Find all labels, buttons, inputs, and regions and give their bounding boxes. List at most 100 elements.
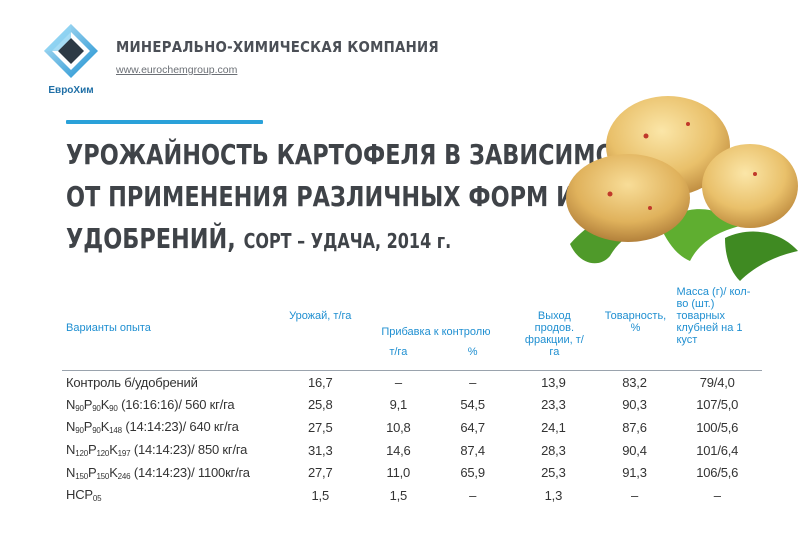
header-mass-suffix: 1 куст bbox=[676, 322, 743, 346]
table-row: НСР05 1,5 1,5 – 1,3 – – bbox=[62, 484, 762, 507]
formula-n-sub: 90 bbox=[75, 426, 84, 436]
cell-output: 25,3 bbox=[541, 465, 566, 481]
formula-k-sub: 246 bbox=[117, 471, 131, 481]
cell-output: 28,3 bbox=[541, 442, 566, 458]
company-name: МИНЕРАЛЬНО-ХИМИЧЕСКАЯ КОМПАНИЯ bbox=[116, 38, 439, 56]
accent-divider bbox=[66, 120, 263, 124]
header-increase-tha: т/га bbox=[361, 344, 436, 371]
formula-n: N bbox=[66, 396, 76, 412]
formula-n: N bbox=[66, 419, 76, 435]
cell-increase-tha: 1,5 bbox=[389, 487, 408, 503]
formula-p: P bbox=[83, 419, 93, 435]
formula-n: N bbox=[66, 442, 76, 458]
formula-n-sub: 150 bbox=[75, 471, 88, 481]
cell-output: 1,3 bbox=[544, 487, 563, 503]
formula-k: K bbox=[109, 442, 118, 458]
cell-marketability: 83,2 bbox=[622, 374, 647, 390]
cell-variant: N150P150K246 (14:14:23)/ 1100кг/га bbox=[62, 461, 279, 484]
title-line-3: УДОБРЕНИЙ, СОРТ – УДАЧА, 2014 г. bbox=[66, 218, 546, 262]
formula-rest: (14:14:23)/ 850 кг/га bbox=[130, 442, 248, 458]
header-variants: Варианты опыта bbox=[62, 286, 279, 371]
cell-mass: 100/5,6 bbox=[696, 419, 739, 435]
table-row: N150P150K246 (14:14:23)/ 1100кг/га 27,7 … bbox=[62, 461, 762, 484]
page-title: УРОЖАЙНОСТЬ КАРТОФЕЛЯ В ЗАВИСИМОСТИ ОТ П… bbox=[66, 134, 666, 262]
cell-increase-tha: 14,6 bbox=[386, 442, 411, 458]
header-increase: Прибавка к контролю bbox=[381, 326, 491, 338]
yield-table: Варианты опыта Урожай, т/га Прибавка к к… bbox=[62, 286, 762, 507]
cell-increase-tha: 9,1 bbox=[389, 397, 408, 413]
cell-yield: 31,3 bbox=[307, 442, 333, 458]
cell-variant: N120P120K197 (14:14:23)/ 850 кг/га bbox=[62, 439, 279, 462]
formula-p-sub: 120 bbox=[96, 449, 110, 459]
formula-p: P bbox=[83, 396, 93, 412]
table-row: N90P90K148 (14:14:23)/ 640 кг/га 27,5 10… bbox=[62, 416, 762, 439]
formula-k-sub: 148 bbox=[109, 426, 122, 436]
cell-increase-pct: 54,5 bbox=[460, 397, 485, 413]
formula-p-sub: 90 bbox=[92, 403, 101, 413]
cell-mass: 101/6,4 bbox=[696, 442, 739, 458]
formula-p-sub: 150 bbox=[96, 471, 110, 481]
cell-variant: Контроль б/удобрений bbox=[66, 374, 198, 390]
cell-mass: 107/5,0 bbox=[696, 397, 739, 413]
cell-marketability: 87,6 bbox=[622, 419, 647, 435]
formula-k: K bbox=[100, 396, 110, 412]
cell-marketability: 90,4 bbox=[622, 442, 647, 458]
formula-p-sub: 90 bbox=[92, 426, 101, 436]
cell-increase-pct: – bbox=[469, 487, 477, 503]
cell-increase-tha: 11,0 bbox=[386, 465, 411, 481]
cell-marketability: 91,3 bbox=[622, 465, 647, 481]
title-line-2: ОТ ПРИМЕНЕНИЯ РАЗЛИЧНЫХ ФОРМ И ДОЗ bbox=[66, 180, 638, 213]
table-row: N90P90K90 (16:16:16)/ 560 кг/га 25,8 9,1… bbox=[62, 394, 762, 417]
cell-output: 23,3 bbox=[541, 397, 566, 413]
lsd-label-sub: 05 bbox=[92, 494, 102, 504]
table-row: Контроль б/удобрений 16,7 – – 13,9 83,2 … bbox=[62, 371, 762, 394]
cell-yield: 16,7 bbox=[307, 374, 333, 390]
potato-illustration bbox=[566, 96, 798, 281]
cell-mass: – bbox=[713, 487, 721, 503]
cell-increase-pct: 87,4 bbox=[460, 442, 485, 458]
header-increase-pct: % bbox=[435, 344, 511, 371]
cell-output: 13,9 bbox=[541, 374, 566, 390]
formula-rest: (14:14:23)/ 640 кг/га bbox=[121, 419, 239, 435]
cell-marketability: – bbox=[631, 487, 639, 503]
cell-increase-pct: 65,9 bbox=[460, 465, 485, 481]
cell-mass: 79/4,0 bbox=[699, 374, 735, 390]
cell-variant: N90P90K90 (16:16:16)/ 560 кг/га bbox=[62, 394, 279, 417]
formula-n-sub: 120 bbox=[75, 449, 88, 459]
cell-yield: 27,5 bbox=[307, 419, 333, 435]
title-line-3-main: УДОБРЕНИЙ, bbox=[66, 222, 236, 255]
formula-k: K bbox=[109, 464, 118, 480]
cell-output: 24,1 bbox=[541, 419, 566, 435]
cell-increase-tha: – bbox=[394, 374, 402, 390]
cell-yield: 27,7 bbox=[307, 465, 333, 481]
svg-text:ЕвроХим: ЕвроХим bbox=[48, 85, 93, 96]
formula-p: P bbox=[87, 464, 97, 480]
cell-increase-pct: – bbox=[469, 374, 477, 390]
cell-variant: N90P90K148 (14:14:23)/ 640 кг/га bbox=[62, 416, 279, 439]
title-line-1: УРОЖАЙНОСТЬ КАРТОФЕЛЯ В ЗАВИСИМОСТИ bbox=[66, 138, 666, 171]
formula-p: P bbox=[87, 442, 97, 458]
formula-n-sub: 90 bbox=[75, 403, 84, 413]
cell-yield: 1,5 bbox=[311, 487, 330, 503]
company-url[interactable]: www.eurochemgroup.com bbox=[116, 64, 238, 76]
formula-n: N bbox=[66, 464, 76, 480]
formula-rest: (14:14:23)/ 1100кг/га bbox=[130, 464, 250, 480]
header-marketable-output: Выход продов. фракции, т/га bbox=[510, 286, 597, 371]
cell-yield: 25,8 bbox=[307, 397, 333, 413]
formula-k-sub: 90 bbox=[109, 403, 118, 413]
eurochem-logo: ЕвроХим bbox=[40, 24, 102, 96]
title-line-3-sub: СОРТ – УДАЧА, 2014 г. bbox=[243, 229, 452, 253]
cell-mass: 106/5,6 bbox=[696, 465, 739, 481]
header-mass: Масса (г)/ кол-во (шт.) товарных клубней… bbox=[672, 286, 762, 371]
lsd-label: НСР bbox=[66, 487, 93, 503]
formula-k-sub: 197 bbox=[117, 449, 131, 459]
header-yield: Урожай, т/га bbox=[278, 286, 362, 371]
formula-k: K bbox=[100, 419, 110, 435]
cell-increase-pct: 64,7 bbox=[460, 419, 485, 435]
cell-marketability: 90,3 bbox=[622, 397, 647, 413]
cell-increase-tha: 10,8 bbox=[386, 419, 411, 435]
formula-rest: (16:16:16)/ 560 кг/га bbox=[117, 396, 235, 412]
cell-variant: НСР05 bbox=[62, 484, 279, 507]
header-marketability: Товарность, % bbox=[596, 286, 673, 371]
table-row: N120P120K197 (14:14:23)/ 850 кг/га 31,3 … bbox=[62, 439, 762, 462]
